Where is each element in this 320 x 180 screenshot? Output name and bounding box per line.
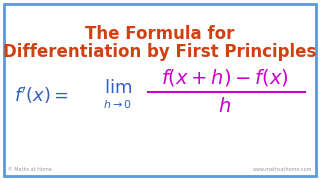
Text: www.mathsathome.com: www.mathsathome.com bbox=[252, 167, 312, 172]
Text: $h{\to}0$: $h{\to}0$ bbox=[103, 98, 132, 110]
Text: The Formula for: The Formula for bbox=[85, 25, 235, 43]
Text: © Maths at Home: © Maths at Home bbox=[8, 167, 52, 172]
Text: Differentiation by First Principles: Differentiation by First Principles bbox=[3, 43, 317, 61]
Text: $\lim$: $\lim$ bbox=[104, 79, 132, 97]
Text: $h$: $h$ bbox=[219, 96, 231, 116]
Text: $f(x+h) - f(x)$: $f(x+h) - f(x)$ bbox=[161, 66, 289, 87]
FancyBboxPatch shape bbox=[4, 4, 316, 176]
Text: $f'(x) =$: $f'(x) =$ bbox=[14, 84, 69, 105]
